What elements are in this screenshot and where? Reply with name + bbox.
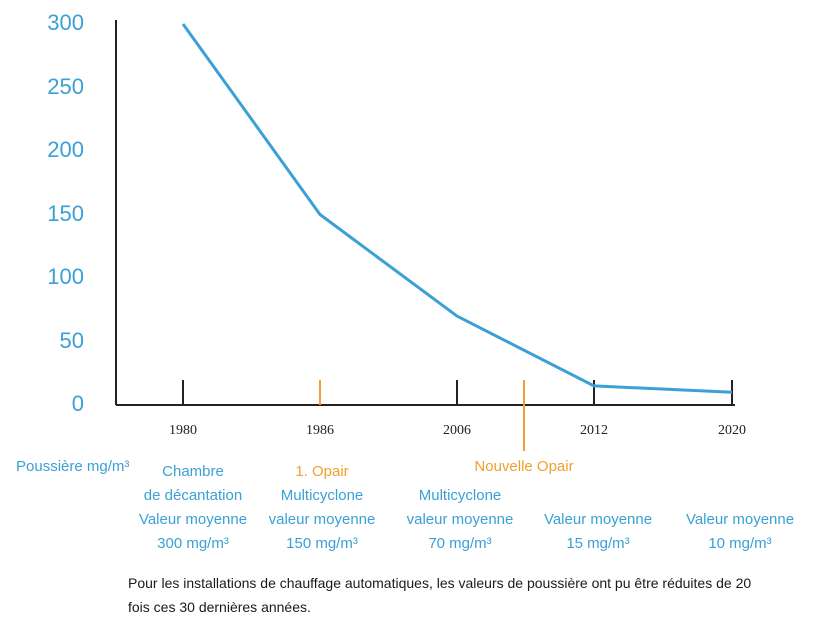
- y-tick-label-50: 50: [59, 327, 84, 353]
- description-1986: 1. Opair Multicyclone valeur moyenne 150 mg…: [247, 460, 397, 556]
- description-line: Chambre: [162, 463, 224, 480]
- series-line: [181, 23, 733, 394]
- chart-caption: Pour les installations de chauffage auto…: [128, 575, 752, 615]
- description-line: 150 mg/m³: [286, 535, 358, 552]
- x-tick-label-2006: 2006: [443, 423, 471, 438]
- description-line: 300 mg/m³: [157, 535, 229, 552]
- description-line: Valeur moyenne: [543, 511, 653, 528]
- y-tick-label-0: 0: [71, 391, 84, 416]
- description-line: 70 mg/m³: [428, 535, 492, 552]
- y-tick-label-200: 200: [47, 137, 84, 162]
- description-2020: Valeur moyenne 10 mg/m³: [665, 508, 815, 556]
- x-tick-label-2012: 2012: [580, 423, 608, 438]
- x-tick-label-1980: 1980: [169, 423, 197, 438]
- description-line: 15 mg/m³: [566, 535, 630, 552]
- y-tick-label-250: 250: [47, 73, 84, 99]
- y-tick-label-100: 100: [47, 264, 84, 289]
- description-line: Multicyclone: [418, 487, 502, 504]
- description-1980: Chambre de décantation Valeur moyenne 300 m…: [118, 460, 268, 556]
- description-line: valeur moyenne: [268, 511, 376, 528]
- description-line: Valeur moyenne: [685, 511, 795, 528]
- description-line: Multicyclone: [280, 487, 364, 504]
- description-line: de décantation: [143, 487, 243, 504]
- nouvelle-opair-label: Nouvelle Opair: [474, 458, 574, 475]
- y-axis-title: Poussière mg/m³: [16, 458, 130, 475]
- y-tick-label-150: 150: [47, 200, 84, 226]
- description-highlight: 1. Opair: [295, 463, 349, 480]
- description-2012: Valeur moyenne 15 mg/m³: [523, 508, 673, 556]
- description-line: valeur moyenne: [406, 511, 514, 528]
- x-tick-label-2020: 2020: [718, 423, 746, 438]
- description-line: 10 mg/m³: [708, 535, 772, 552]
- y-tick-label-300: 300: [47, 10, 84, 35]
- description-2006: Multicyclone valeur moyenne 70 mg/m³: [385, 484, 535, 556]
- x-tick-label-1986: 1986: [306, 423, 334, 438]
- description-line: Valeur moyenne: [138, 511, 248, 528]
